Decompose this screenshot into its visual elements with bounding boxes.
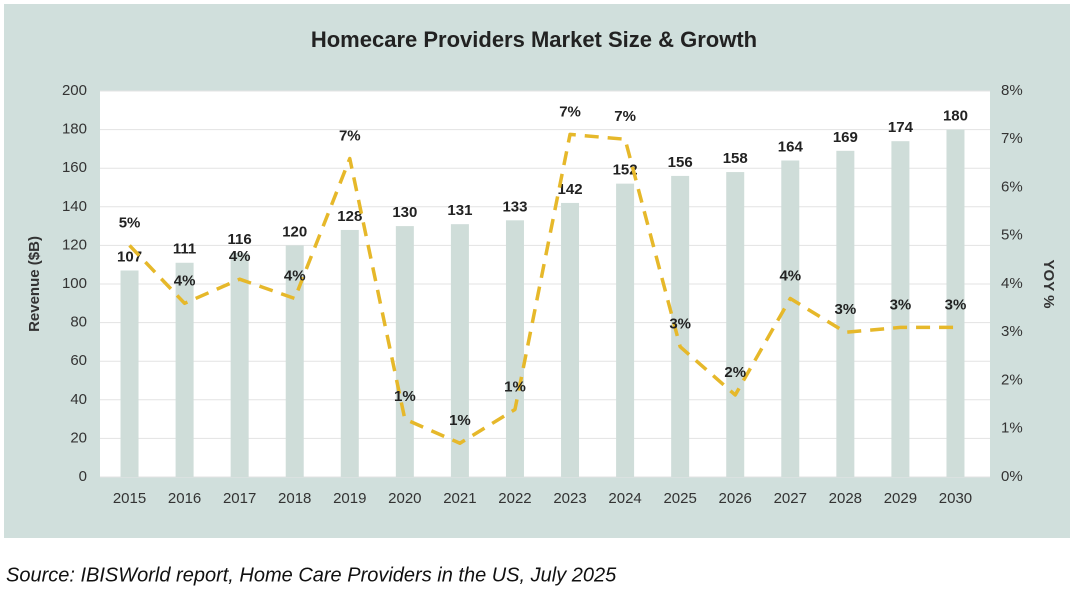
source-note: Source: IBISWorld report, Home Care Prov… (6, 564, 617, 586)
bar-value-label: 111 (173, 241, 196, 258)
bar-value-label: 164 (778, 138, 804, 155)
line-value-label: 4% (174, 272, 196, 289)
x-tick-label: 2021 (443, 490, 476, 507)
bar-value-label: 156 (668, 154, 693, 171)
bar-value-label: 174 (888, 119, 914, 136)
yoy-line (128, 132, 956, 445)
line-value-label: 7% (339, 128, 361, 145)
bar (781, 160, 800, 478)
x-tick-label: 2026 (719, 490, 752, 507)
bar-value-label: 116 (228, 231, 252, 248)
bar (726, 172, 745, 477)
x-tick-label: 2023 (553, 490, 586, 507)
line-value-label: 3% (669, 316, 691, 333)
line-value-label: 7% (559, 103, 581, 120)
x-tick-label: 2027 (774, 490, 807, 507)
y2-tick-label: 8% (1001, 82, 1023, 99)
y-tick-label: 180 (62, 121, 87, 138)
line-value-label: 1% (504, 378, 526, 395)
x-tick-label: 2022 (498, 490, 531, 507)
y-tick-label: 160 (62, 159, 87, 176)
x-tick-label: 2016 (168, 490, 201, 507)
bar (671, 175, 690, 478)
y-tick-label: 120 (62, 236, 87, 253)
bar-value-label: 158 (723, 150, 748, 167)
bar (175, 262, 194, 477)
bar-value-label: 133 (502, 198, 527, 215)
y-tick-label: 60 (70, 352, 87, 369)
bar (285, 245, 304, 477)
line-value-label: 4% (229, 248, 251, 265)
y-tick-label: 100 (62, 275, 87, 292)
y2-tick-label: 0% (1001, 468, 1023, 485)
bar-value-label: 107 (117, 248, 142, 265)
line-value-label: 3% (835, 301, 857, 318)
y-axis-label: Revenue ($B) (26, 236, 43, 332)
x-tick-label: 2019 (333, 490, 366, 507)
bar (340, 229, 359, 477)
bar-value-label: 128 (337, 208, 362, 225)
line-value-label: 5% (119, 214, 141, 231)
y-tick-label: 140 (62, 198, 87, 215)
y2-tick-label: 4% (1001, 275, 1023, 292)
y2-tick-label: 1% (1001, 420, 1023, 437)
y-tick-label: 0 (79, 468, 87, 485)
bar-value-label: 120 (282, 223, 307, 240)
bar (561, 202, 580, 477)
x-tick-label: 2028 (829, 490, 862, 507)
y2-tick-label: 6% (1001, 178, 1023, 195)
x-tick-label: 2020 (388, 490, 421, 507)
y2-axis-label: YOY % (1040, 260, 1057, 309)
bar-value-label: 169 (833, 129, 858, 146)
line-value-label: 4% (284, 267, 306, 284)
bar (395, 226, 414, 477)
x-tick-label: 2024 (608, 490, 641, 507)
bar-value-label: 152 (613, 162, 638, 179)
line-value-label: 3% (945, 296, 967, 313)
y-tick-label: 20 (70, 429, 87, 446)
bar (616, 183, 635, 477)
y-tick-label: 40 (70, 391, 87, 408)
line-value-label: 3% (890, 296, 912, 313)
line-value-label: 7% (614, 108, 636, 125)
bar (120, 270, 139, 477)
x-tick-label: 2018 (278, 490, 311, 507)
line-value-label: 2% (724, 364, 746, 381)
y-tick-label: 80 (70, 314, 87, 331)
bar-value-label: 142 (558, 181, 583, 198)
x-tick-label: 2015 (113, 490, 146, 507)
chart-title: Homecare Providers Market Size & Growth (311, 27, 757, 52)
bar-value-label: 130 (392, 204, 417, 221)
bar (230, 253, 249, 477)
bar-value-label: 131 (447, 202, 472, 219)
x-tick-label: 2030 (939, 490, 972, 507)
line-value-label: 4% (779, 267, 801, 284)
bar-value-label: 180 (943, 108, 968, 125)
bar (946, 129, 965, 477)
y2-tick-label: 7% (1001, 130, 1023, 147)
line-value-label: 1% (394, 388, 416, 405)
y-tick-label: 200 (62, 82, 87, 99)
bar (891, 141, 910, 477)
bar (836, 150, 855, 477)
y2-tick-label: 3% (1001, 323, 1023, 340)
bar (505, 220, 524, 477)
x-tick-label: 2017 (223, 490, 256, 507)
y2-tick-label: 2% (1001, 371, 1023, 388)
y2-tick-label: 5% (1001, 227, 1023, 244)
x-tick-label: 2025 (663, 490, 696, 507)
bar (450, 224, 469, 477)
x-tick-label: 2029 (884, 490, 917, 507)
line-value-label: 1% (449, 412, 471, 429)
